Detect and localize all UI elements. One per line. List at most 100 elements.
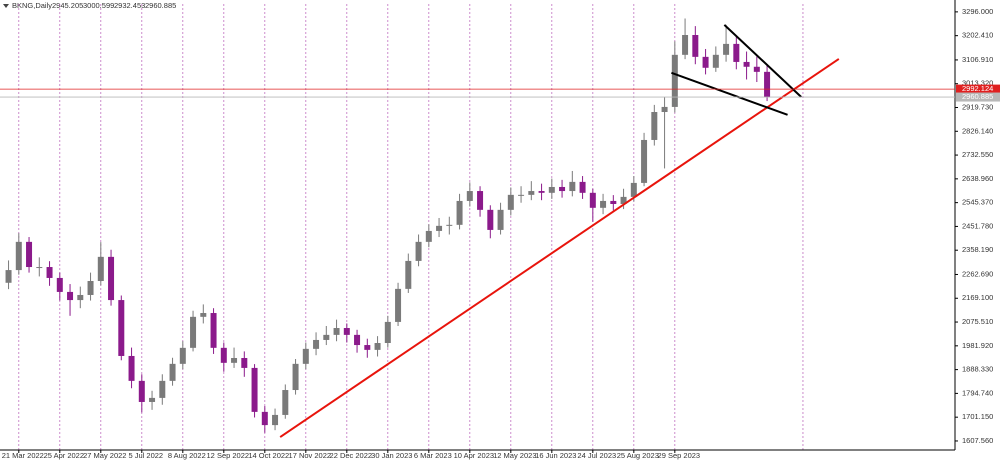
- candle-body: [507, 194, 514, 210]
- candle-body: [600, 200, 607, 208]
- candle-body: [405, 260, 412, 289]
- candle-body: [374, 343, 381, 350]
- quote-value: 3000.599: [83, 1, 114, 10]
- chart-title: BKNG,Daily: [12, 1, 52, 10]
- x-tick-label: 21 Mar 2022: [2, 451, 44, 460]
- candle-body: [149, 397, 156, 402]
- y-tick-label: 2919.730: [962, 102, 993, 111]
- y-tick-label: 1607.560: [962, 436, 993, 445]
- candle-body: [169, 363, 176, 381]
- candle-body: [36, 267, 43, 269]
- candle-body: [220, 347, 227, 363]
- x-tick-label: 27 May 2022: [83, 451, 126, 460]
- candle-body: [77, 294, 84, 301]
- candle-body: [610, 200, 617, 205]
- candle-body: [764, 71, 771, 98]
- x-tick-label: 24 Jul 2023: [577, 451, 616, 460]
- price-label-box: [956, 92, 1000, 102]
- candle-body: [641, 139, 648, 183]
- y-tick-label: 1981.920: [962, 341, 993, 350]
- candle-body: [569, 181, 576, 192]
- candle-body: [630, 182, 637, 197]
- candle-body: [661, 106, 668, 113]
- candle-body: [97, 256, 104, 282]
- candle-body: [702, 56, 709, 68]
- y-tick-label: 1888.330: [962, 365, 993, 374]
- candle-body: [620, 196, 627, 205]
- candle-body: [528, 191, 535, 195]
- candle-body: [210, 313, 217, 348]
- y-tick-label: 2732.550: [962, 150, 993, 159]
- y-tick-label: 2638.960: [962, 174, 993, 183]
- quote-value: 2945.205: [52, 1, 83, 10]
- candle-body: [128, 355, 135, 381]
- candle-body: [46, 267, 53, 278]
- candle-body: [26, 241, 33, 268]
- candle-body: [323, 334, 330, 340]
- candle-body: [292, 363, 299, 391]
- candle-body: [589, 192, 596, 208]
- y-tick-label: 3013.320: [962, 79, 993, 88]
- candle-body: [56, 277, 63, 292]
- candle-body: [190, 316, 197, 348]
- candle-body: [446, 224, 453, 226]
- quote-value: 2932.453: [114, 1, 145, 10]
- candle-body: [272, 414, 279, 426]
- candle-body: [466, 191, 473, 201]
- y-tick-label: 3106.910: [962, 55, 993, 64]
- candle-body: [231, 358, 238, 363]
- x-tick-label: 30 Jan 2023: [371, 451, 412, 460]
- price-label: 2992.124: [962, 84, 993, 93]
- menu-icon: [3, 4, 9, 8]
- candle-body: [671, 54, 678, 107]
- y-tick-label: 2358.190: [962, 245, 993, 254]
- candle-body: [723, 43, 730, 55]
- candle-body: [579, 181, 586, 193]
- candle-body: [518, 194, 525, 196]
- candle-body: [302, 348, 309, 364]
- trendline: [279, 58, 840, 438]
- x-tick-label: 16 Jun 2023: [535, 451, 576, 460]
- x-tick-label: 17 Nov 2022: [289, 451, 332, 460]
- x-tick-label: 22 Dec 2022: [330, 451, 373, 460]
- candle-body: [108, 256, 115, 301]
- x-tick-label: 25 Aug 2023: [617, 451, 659, 460]
- candle-body: [87, 281, 94, 295]
- candle-body: [733, 43, 740, 62]
- x-tick-label: 12 May 2023: [493, 451, 536, 460]
- candle-body: [15, 241, 22, 271]
- y-tick-label: 2826.140: [962, 126, 993, 135]
- candle-body: [251, 367, 258, 412]
- x-tick-label: 29 Sep 2023: [658, 451, 701, 460]
- y-tick-label: 2545.370: [962, 198, 993, 207]
- candle-body: [548, 186, 555, 193]
- candle-body: [477, 191, 484, 210]
- candle-body: [395, 288, 402, 322]
- candle-body: [354, 334, 361, 346]
- y-tick-label: 2075.510: [962, 317, 993, 326]
- candle-body: [200, 313, 207, 317]
- x-tick-label: 6 Mar 2023: [414, 451, 452, 460]
- y-tick-label: 1794.740: [962, 388, 993, 397]
- candle-body: [559, 186, 566, 192]
- price-label-box: [956, 84, 1000, 94]
- candle-body: [712, 54, 719, 68]
- candle-body: [538, 191, 545, 193]
- trendline: [671, 71, 788, 116]
- y-tick-label: 2451.780: [962, 221, 993, 230]
- candle-body: [313, 339, 320, 349]
- candle-body: [456, 200, 463, 225]
- candle-body: [743, 61, 750, 67]
- candle-body: [343, 328, 350, 335]
- y-tick-label: 1701.150: [962, 412, 993, 421]
- y-tick-label: 3202.410: [962, 31, 993, 40]
- candle-body: [241, 358, 248, 368]
- y-tick-label: 2262.690: [962, 269, 993, 278]
- quote-value: 2960.885: [145, 1, 176, 10]
- candle-body: [118, 300, 125, 356]
- x-tick-label: 5 Jul 2022: [128, 451, 163, 460]
- x-tick-label: 10 Apr 2023: [454, 451, 494, 460]
